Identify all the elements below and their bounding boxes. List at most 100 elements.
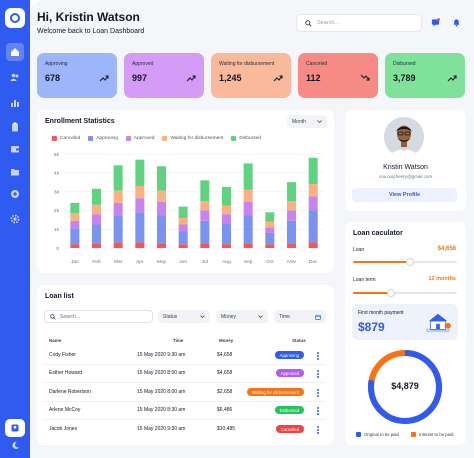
page-subtitle: Welcome back to Loan Dashboard <box>37 28 145 35</box>
row-menu-button[interactable] <box>317 407 319 415</box>
term-slider[interactable] <box>353 289 457 297</box>
house-icon <box>426 313 451 333</box>
profile-name: Kristin Watson <box>383 164 428 171</box>
table-row[interactable]: Darlene Robertson 15 May 2020 8:00 am $2… <box>44 384 326 402</box>
stat-value: 997 <box>132 73 148 83</box>
sidebar-item-wallet[interactable] <box>6 140 24 158</box>
money-filter[interactable]: Money <box>216 310 268 323</box>
cell-money: $6,486 <box>217 407 233 413</box>
loan-slider[interactable] <box>353 258 457 266</box>
bar-segment-approving <box>157 215 166 244</box>
row-menu-button[interactable] <box>317 389 319 397</box>
stat-card-approved[interactable]: Approved 997 <box>124 53 204 98</box>
logo[interactable] <box>5 8 25 28</box>
bar-segment-canceled <box>243 243 253 248</box>
donut-legend-item: Interest to be paid <box>411 432 453 437</box>
bar-segment-approved <box>200 210 210 221</box>
bar-segment-canceled <box>265 244 275 248</box>
legend-label: Approved <box>133 136 155 141</box>
bar-segment-approved <box>222 214 231 224</box>
cell-money: $2,658 <box>217 389 233 395</box>
search-input[interactable]: Search... <box>296 14 422 32</box>
loan-search-input[interactable]: Search... <box>44 310 153 323</box>
chevron-down-icon <box>258 315 263 319</box>
first-payment-box: First month payment $879 <box>352 304 458 340</box>
loan-slider-handle[interactable] <box>406 258 415 266</box>
term-slider-handle[interactable] <box>387 289 396 297</box>
bar-segment-approving <box>113 216 123 243</box>
stat-card-approving[interactable]: Approving 678 <box>37 53 117 98</box>
bar-segment-approved <box>113 202 123 217</box>
donut-legend-item: Original to be paid <box>356 432 399 437</box>
status-filter[interactable]: Status <box>158 310 210 323</box>
filter-label: Status <box>163 313 178 320</box>
x-tick-label: Jun <box>179 259 187 265</box>
period-select[interactable]: Month <box>287 115 327 128</box>
bar-segment-canceled <box>70 244 80 248</box>
stat-value: 112 <box>306 73 321 83</box>
stat-card-canceled[interactable]: Canceled 112 <box>298 53 378 98</box>
bar-segment-approving <box>135 212 145 243</box>
bar-segment-approving <box>178 231 188 245</box>
row-menu-button[interactable] <box>317 426 319 434</box>
bar-segment-disbursed <box>287 182 296 201</box>
table-row[interactable]: Esther Howard 15 May 2020 8:00 am $4,658… <box>44 365 326 383</box>
profile-switch-button[interactable] <box>5 419 25 437</box>
sidebar-item-reports[interactable] <box>6 94 24 112</box>
bar-segment-waiting-for-disbursement <box>265 221 275 228</box>
bar-segment-disbursed <box>222 186 231 206</box>
bar-segment-approved <box>265 227 275 233</box>
bar-segment-canceled <box>157 243 166 248</box>
page-title: Hi, Kristin Watson <box>37 10 140 24</box>
bar-segment-waiting-for-disbursement <box>200 201 210 211</box>
legend-item: Canceled <box>52 136 80 141</box>
chat-icon <box>431 17 440 27</box>
table-row[interactable]: Jacob Jones 15 May 2020 9:30 am $10,485 … <box>44 421 326 439</box>
row-menu-button[interactable] <box>317 352 319 360</box>
enrollment-chart: 5k 4k 3k 2k 1k 0 Jan Feb Mar Apr May Jun Jul Aug Sep Oc… <box>54 152 324 265</box>
cell-time: 15 May 2020 8:30 am <box>137 407 186 413</box>
dark-mode-toggle[interactable] <box>5 436 25 454</box>
sidebar-item-documents[interactable] <box>6 118 24 136</box>
view-profile-button[interactable]: View Profile <box>352 188 457 202</box>
legend-label: Waiting for disbursement <box>170 136 224 141</box>
bar-segment-approved <box>287 210 296 221</box>
y-tick-label: 4k <box>54 171 60 177</box>
stat-card-waiting[interactable]: Waiting for disbursement 1,245 <box>211 53 291 98</box>
x-tick-label: Jul <box>202 259 208 265</box>
legend-item: Disbursed <box>231 136 261 141</box>
bar-segment-waiting-for-disbursement <box>92 204 101 215</box>
bar-segment-disbursed <box>113 165 123 191</box>
time-filter[interactable]: Time <box>274 310 326 323</box>
user-icon <box>11 424 19 432</box>
legend-item: Waiting for disbursement <box>162 136 223 141</box>
donut-center-value: $4,879 <box>391 381 419 391</box>
person-portrait <box>384 117 424 157</box>
sidebar-item-home[interactable] <box>6 43 24 61</box>
sidebar-item-folder[interactable] <box>6 163 24 181</box>
users-icon <box>10 73 19 81</box>
filter-label: Money <box>221 313 237 320</box>
row-menu-button[interactable] <box>317 370 319 378</box>
legend-item: Approving <box>88 136 118 141</box>
x-tick-label: Aug <box>222 259 231 265</box>
sidebar-item-support[interactable] <box>6 185 24 203</box>
notifications-button[interactable] <box>449 15 463 29</box>
table-row[interactable]: Arlene McCoy 15 May 2020 8:30 am $6,486 … <box>44 402 326 420</box>
sidebar-item-settings[interactable] <box>6 210 24 228</box>
stat-label: Approved <box>132 61 154 67</box>
stat-card-disbursed[interactable]: Disbursed 3,789 <box>385 53 465 98</box>
legend-swatch <box>356 432 361 437</box>
bar-segment-waiting-for-disbursement <box>178 217 188 225</box>
table-row[interactable]: Cody Fisher 15 May 2020 9:30 am $4,658 A… <box>44 347 326 365</box>
status-badge: Waiting for disbursement <box>246 388 304 396</box>
payment-label: First month payment <box>358 310 404 316</box>
sidebar <box>0 0 30 458</box>
bar-segment-disbursed <box>178 206 188 218</box>
sidebar-item-users[interactable] <box>6 68 24 86</box>
bar-segment-approved <box>308 196 318 211</box>
loan-search-placeholder: Search... <box>60 313 81 320</box>
enrollment-title: Enrollment Statistics <box>45 118 115 125</box>
messages-button[interactable] <box>428 15 442 29</box>
avatar <box>384 117 424 157</box>
